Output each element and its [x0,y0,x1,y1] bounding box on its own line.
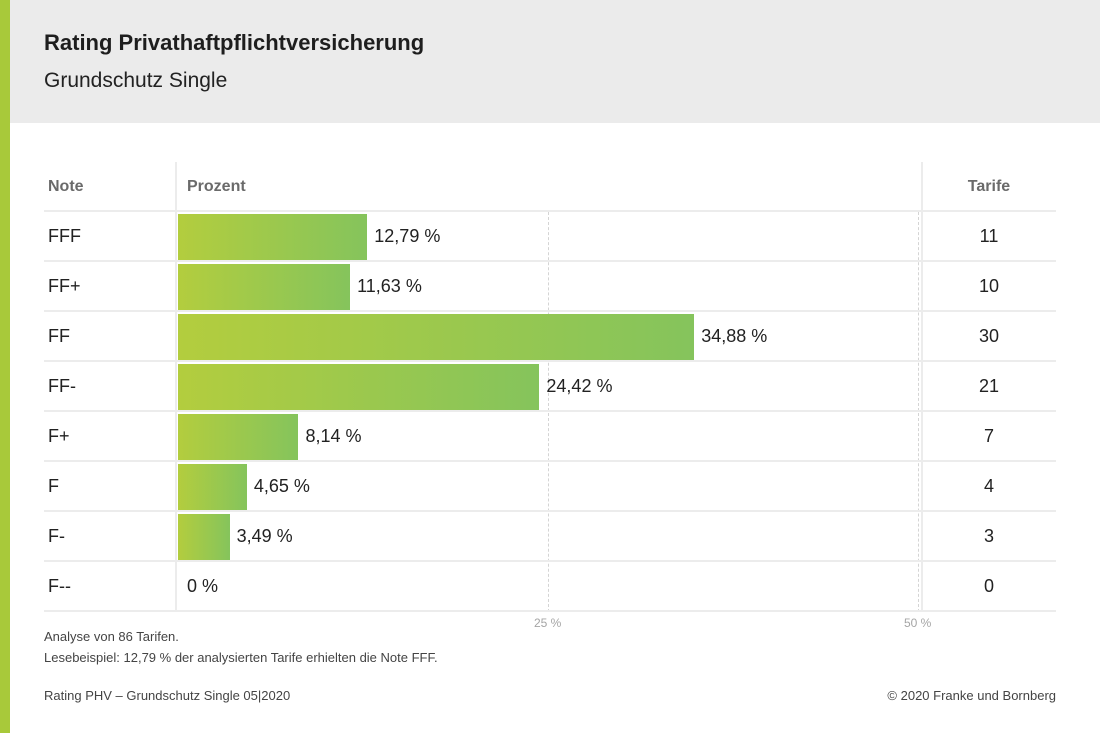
note-label: F- [48,526,65,546]
note-label: FFF [48,226,81,246]
gridline-25 [548,212,549,612]
value-label: 0 % [187,576,219,596]
bar [178,464,247,510]
value-label: 12,79 % [374,226,441,246]
tarife-count: 30 [978,326,1000,346]
row-divider [44,460,1056,462]
tarife-count: 0 [983,576,994,596]
value-label: 24,42 % [546,376,613,396]
note-label: FF- [48,376,76,396]
gridline-label: 25 % [534,616,562,630]
note-label: F+ [48,426,70,446]
row-divider [44,510,1056,512]
chart-title: Rating Privathaftpflichtversicherung [44,30,425,55]
bar [178,514,230,560]
bar [178,314,695,360]
note-label: F-- [48,576,71,596]
note-label: F [48,476,59,496]
divider-note-percent [175,162,177,612]
value-label: 34,88 % [701,326,768,346]
value-label: 3,49 % [236,526,293,546]
note-label: FF+ [48,276,81,296]
accent-stripe [0,0,10,733]
value-label: 8,14 % [305,426,362,446]
column-header-percent: Prozent [187,178,246,195]
row-divider [44,410,1056,412]
tarife-count: 21 [978,376,1000,396]
row-divider [44,310,1056,312]
row-divider [44,260,1056,262]
row-divider [44,210,1056,212]
gridline-50 [918,212,919,612]
note-label: FF [48,326,70,346]
tarife-count: 7 [983,426,994,446]
row-divider [44,560,1056,562]
value-label: 4,65 % [253,476,310,496]
tarife-count: 3 [983,526,994,546]
footnote-example: Lesebeispiel: 12,79 % der analysierten T… [44,650,438,665]
row-divider [44,610,1056,612]
chart-subtitle: Grundschutz Single [44,69,228,92]
gridline-label: 50 % [904,616,932,630]
footer-source: Rating PHV – Grundschutz Single 05|2020 [44,688,291,703]
bar [178,414,299,460]
column-header-note: Note [48,178,84,195]
footnote-analysis: Analyse von 86 Tarifen. [44,629,179,644]
footer-copyright: © 2020 Franke und Bornberg [887,688,1056,703]
bar [178,214,368,260]
chart-header: Rating Privathaftpflichtversicherung Gru… [10,0,1100,123]
value-label: 11,63 % [357,276,422,296]
column-header-tarife: Tarife [967,178,1011,195]
divider-percent-tarife [921,162,923,612]
bar [178,264,351,310]
tarife-count: 10 [978,276,1000,296]
row-divider [44,360,1056,362]
tarife-count: 4 [983,476,994,496]
tarife-count: 11 [979,226,999,246]
bar [178,364,540,410]
rating-chart: Note Prozent Tarife 25 % 50 % FFF 12,79 % 11… [44,162,1056,632]
